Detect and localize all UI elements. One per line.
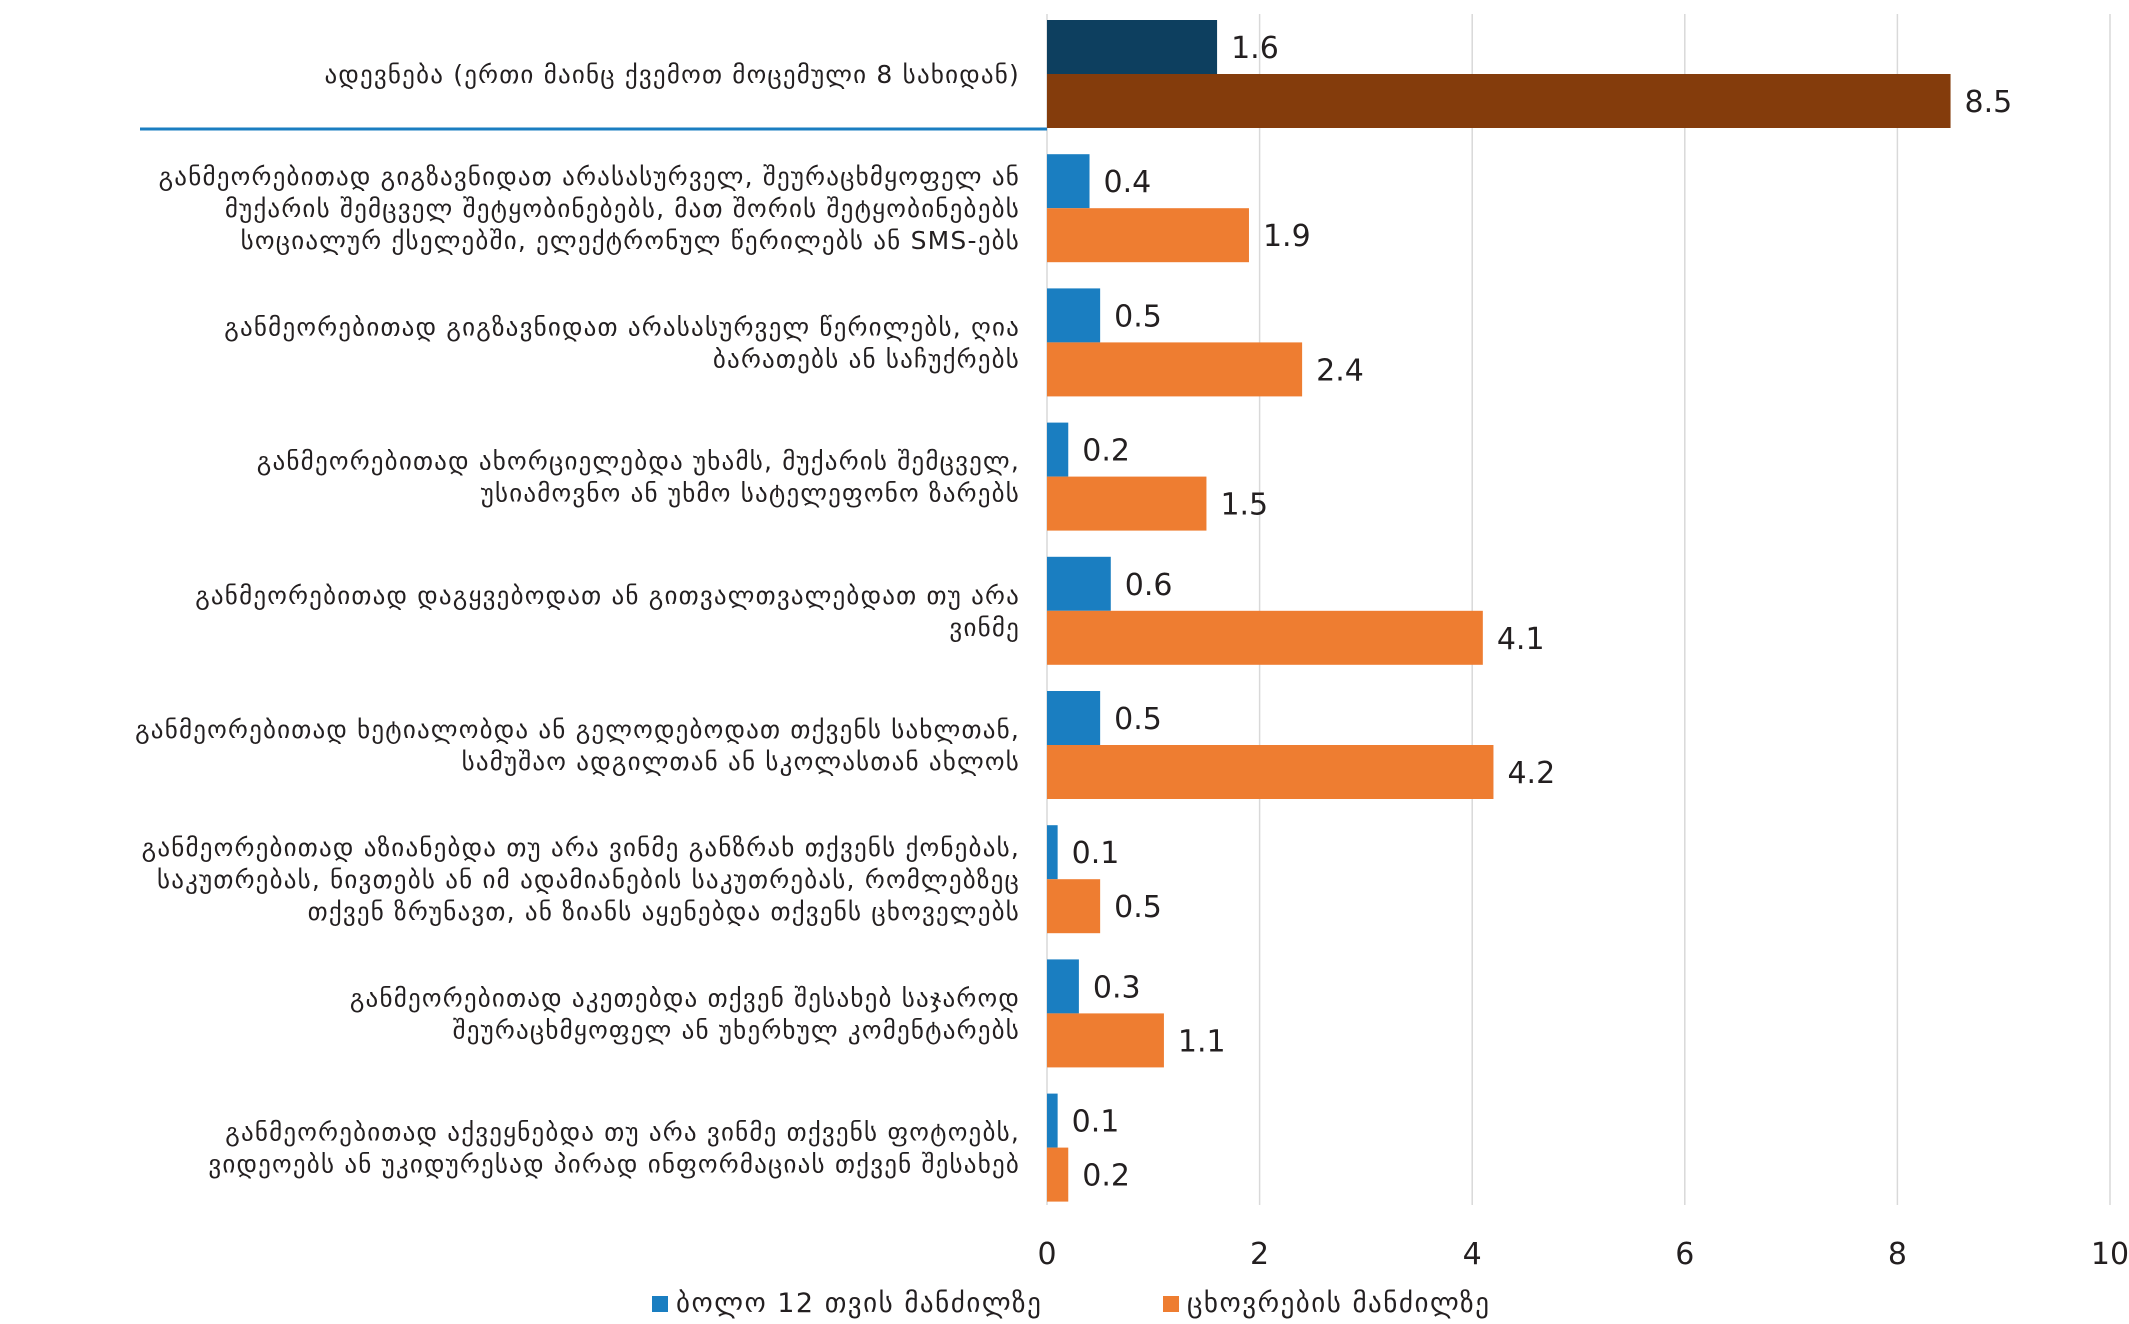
data-label: 0.2 [1082,434,1130,469]
bar [1047,422,1069,477]
category-label: განმეორებითად აზიანებდა თუ არა ვინმე გან… [142,833,1020,862]
bar [1047,20,1218,74]
x-tick-label: 10 [2091,1237,2129,1272]
legend-label-last-12-months: ბოლო 12 თვის მანძილზე [676,1288,1043,1319]
data-label: 0.2 [1082,1159,1130,1194]
category-label: განმეორებითად დაგყვებოდათ ან გითვალთვალე… [195,581,1020,610]
legend-swatch-lifetime [1163,1295,1179,1312]
legend: ბოლო 12 თვის მანძილზე ცხოვრების მანძილზე [0,1288,2129,1324]
category-label: ბარათებს ან საჩუქრებს [713,344,1020,373]
x-tick-label: 0 [1037,1237,1056,1272]
x-tick-label: 8 [1888,1237,1907,1272]
bar [1047,208,1249,263]
bar [1047,745,1494,799]
category-label: განმეორებითად გიგზავნიდათ არასასურველ წე… [224,312,1020,341]
category-label: ვიდეოებს ან უკიდურესად პირად ინფორმაციას… [208,1150,1020,1179]
category-label: საკუთრებას, ნივთებს ან იმ ადამიანების სა… [157,865,1020,894]
x-axis-ticks: 0 2 4 6 8 10 [1037,1237,2129,1272]
data-label: 0.5 [1114,890,1162,925]
data-label: 0.6 [1125,568,1173,603]
value-labels: 1.6 8.5 0.4 1.9 0.5 2.4 0.2 1.5 0.6 4.1 0.5 4.2 0.1 0… [1072,31,2013,1194]
legend-label-lifetime: ცხოვრების მანძილზე [1187,1288,1491,1319]
bar [1047,1093,1058,1148]
category-label: ვინმე [949,613,1020,642]
legend-item-lifetime: ცხოვრების მანძილზე [1163,1288,1490,1319]
bar [1047,825,1058,880]
data-label: 0.5 [1114,299,1162,334]
category-label: შეურაცხმყოფელ ან უხერხულ კომენტარებს [453,1015,1020,1044]
data-label: 8.5 [1965,85,2013,120]
bar [1047,879,1101,934]
data-label: 1.9 [1263,219,1311,254]
category-label: განმეორებითად ახორციელებდა უხამს, მუქარი… [257,447,1020,476]
category-label: სოციალურ ქსელებში, ელექტრონულ წერილებს ა… [241,226,1020,255]
category-label: სამუშაო ადგილთან ან სკოლასთან ახლოს [462,747,1020,776]
bar [1047,691,1101,745]
bar [1047,476,1207,531]
bars [1047,20,1951,1202]
data-label: 4.2 [1507,756,1555,791]
data-label: 0.1 [1072,836,1120,871]
bar [1047,556,1111,611]
category-label: განმეორებითად აკეთებდა თქვენ შესახებ საჯ… [350,983,1020,1012]
category-label: თქვენ ზრუნავთ, ან ზიანს აყენებდა თქვენს … [308,897,1020,926]
data-label: 0.1 [1072,1105,1120,1140]
legend-swatch-last-12-months [652,1295,668,1312]
data-label: 4.1 [1497,622,1545,657]
bar [1047,342,1303,397]
category-label: განმეორებითად ხეტიალობდა ან გელოდებოდათ … [135,715,1020,744]
category-label: მუქარის შემცველ შეტყობინებებს, მათ შორის… [225,194,1020,223]
category-label: ადევნება (ერთი მაინც ქვემოთ მოცემული 8 ს… [324,60,1020,89]
bar [1047,74,1951,128]
bar [1047,1147,1069,1202]
data-label: 1.6 [1231,31,1279,66]
category-label: განმეორებითად აქვეყნებდა თუ არა ვინმე თქ… [225,1118,1020,1147]
legend-item-last-12-months: ბოლო 12 თვის მანძილზე [652,1288,1042,1319]
data-label: 0.5 [1114,702,1162,737]
category-label: უსიამოვნო ან უხმო სატელეფონო ზარებს [481,479,1020,508]
bar [1047,959,1079,1014]
bar [1047,288,1101,343]
x-tick-label: 2 [1250,1237,1269,1272]
bar [1047,154,1090,209]
data-label: 2.4 [1316,353,1364,388]
category-label: განმეორებითად გიგზავნიდათ არასასურველ, შ… [159,162,1020,191]
category-labels: ადევნება (ერთი მაინც ქვემოთ მოცემული 8 ს… [135,60,1020,1179]
data-label: 0.3 [1093,970,1141,1005]
bar [1047,1013,1164,1068]
x-tick-label: 6 [1675,1237,1694,1272]
x-tick-label: 4 [1463,1237,1482,1272]
data-label: 1.1 [1178,1024,1226,1059]
bar [1047,610,1483,665]
data-label: 0.4 [1104,165,1152,200]
data-label: 1.5 [1220,488,1268,523]
